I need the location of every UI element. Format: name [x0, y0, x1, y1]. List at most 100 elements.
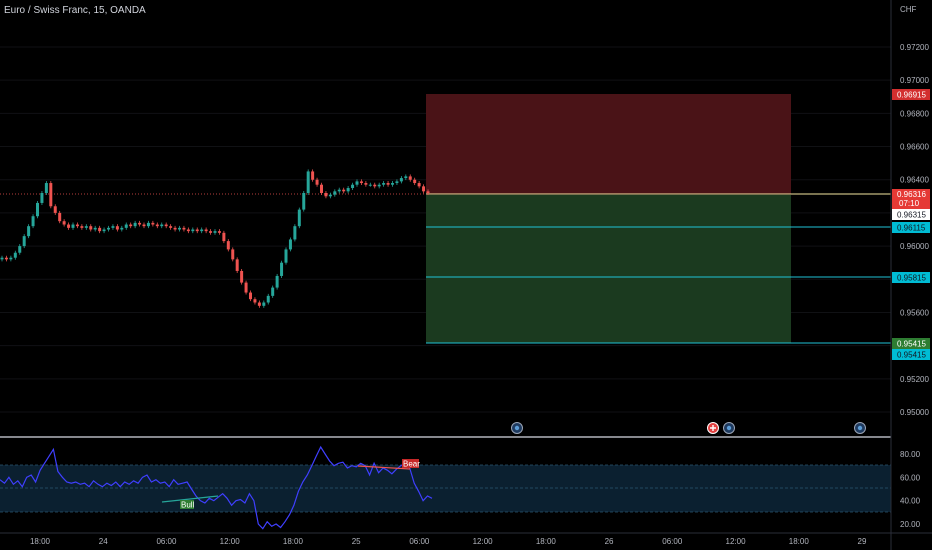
stop-loss-zone[interactable]: [426, 94, 791, 194]
candle-body: [164, 224, 168, 227]
candle-body: [146, 222, 150, 227]
candle-body: [280, 262, 284, 276]
candle-body: [297, 209, 301, 227]
candle-body: [235, 259, 239, 271]
candle-body: [311, 171, 315, 180]
candle-body: [386, 183, 390, 185]
time-axis[interactable]: 18:00 24 06:00 12:00 18:00 25 06:00 12:00 18:00 2…: [30, 537, 867, 546]
candle-body: [262, 302, 266, 306]
candle-body: [249, 292, 252, 300]
candle-body: [293, 226, 297, 240]
candle-body: [84, 226, 88, 228]
chart-title: Euro / Swiss Franc, 15, OANDA: [4, 5, 146, 16]
price-tick-label: 0.97000: [900, 76, 929, 85]
time-tick-label: 06:00: [662, 537, 683, 546]
time-tick-label: 06:00: [156, 537, 177, 546]
time-tick-label: 12:00: [473, 537, 494, 546]
candle-body: [71, 224, 75, 228]
candle-body: [200, 229, 204, 232]
candle-body: [275, 275, 279, 288]
candle-body: [40, 193, 44, 203]
candle-body: [9, 257, 13, 260]
target1-price: 0.96115: [897, 224, 926, 233]
candle-body: [53, 206, 57, 213]
candle-body: [173, 227, 177, 230]
candle-body: [328, 194, 332, 197]
time-tick-label: 12:00: [726, 537, 747, 546]
candle-body: [226, 241, 230, 250]
take-profit-zone[interactable]: [426, 195, 791, 343]
candle-body: [155, 224, 159, 227]
candle-body: [111, 226, 115, 228]
stop-price: 0.96915: [897, 91, 926, 100]
candle-body: [36, 202, 39, 217]
time-tick-label: 25: [352, 537, 361, 546]
target2-price-tag: [892, 272, 930, 283]
candle-body: [124, 224, 128, 228]
bull-label-box: [180, 500, 194, 509]
target1-price-tag: [892, 222, 930, 233]
candle-body: [337, 189, 341, 192]
time-tick-label: 06:00: [409, 537, 430, 546]
candle-body: [257, 302, 261, 306]
target2-price: 0.95815: [897, 274, 926, 283]
time-tick-label: 18:00: [536, 537, 557, 546]
candle-body: [62, 221, 66, 225]
candle-body: [49, 183, 53, 207]
oscillator-tick-label: 20.00: [900, 520, 921, 529]
event-icon-3[interactable]: [723, 422, 735, 434]
candle-body: [22, 236, 26, 247]
candle-body: [373, 184, 377, 187]
candle-body: [0, 257, 4, 260]
candle-body: [182, 227, 186, 230]
current-price: 0.96315: [897, 211, 926, 220]
bear-label-box: [402, 459, 419, 468]
candle-body: [80, 226, 84, 228]
candle-body: [18, 246, 22, 253]
time-tick-label: 24: [99, 537, 108, 546]
candle-body: [240, 270, 244, 283]
entry-price: 0.96316: [897, 190, 926, 199]
candle-body: [4, 257, 8, 260]
candle-body: [44, 183, 48, 193]
candle-body: [67, 224, 71, 228]
candle-body: [324, 193, 328, 197]
bear-label: Bear: [403, 460, 420, 469]
candle-body: [142, 224, 146, 227]
price-tick-label: 0.95000: [900, 408, 929, 417]
candle-body: [107, 227, 110, 230]
candle-body: [151, 222, 155, 225]
candle-body: [102, 229, 106, 232]
candle-body: [178, 227, 181, 230]
time-tick-label: 26: [605, 537, 614, 546]
candle-body: [138, 222, 142, 225]
price-tick-label: 0.96000: [900, 242, 929, 251]
oscillator-axis[interactable]: 80.00 60.00 40.00 20.00: [900, 450, 921, 529]
candlestick-series: [0, 169, 430, 308]
candle-body: [129, 224, 133, 227]
price-tick-label: 0.96400: [900, 176, 929, 185]
candle-body: [120, 227, 124, 230]
candle-body: [253, 299, 257, 303]
oscillator-tick-label: 80.00: [900, 450, 921, 459]
time-tick-label: 18:00: [283, 537, 304, 546]
candle-body: [93, 227, 97, 230]
candle-body: [31, 216, 35, 227]
bull-divergence-line: [161, 495, 219, 503]
candle-body: [191, 229, 195, 232]
event-icon-4[interactable]: [854, 422, 866, 434]
event-icon-1[interactable]: [511, 422, 523, 434]
candle-body: [355, 181, 359, 185]
candle-body: [351, 184, 355, 189]
candle-body: [417, 183, 421, 187]
candle-body: [320, 184, 323, 193]
event-icon-2[interactable]: [707, 422, 719, 434]
time-tick-label: 29: [858, 537, 867, 546]
candle-body: [271, 287, 275, 296]
target3-price-tag: [892, 338, 930, 349]
entry-price-tag: [892, 189, 930, 209]
candle-body: [231, 249, 235, 260]
time-tick-label: 12:00: [220, 537, 241, 546]
candle-body: [413, 179, 417, 184]
